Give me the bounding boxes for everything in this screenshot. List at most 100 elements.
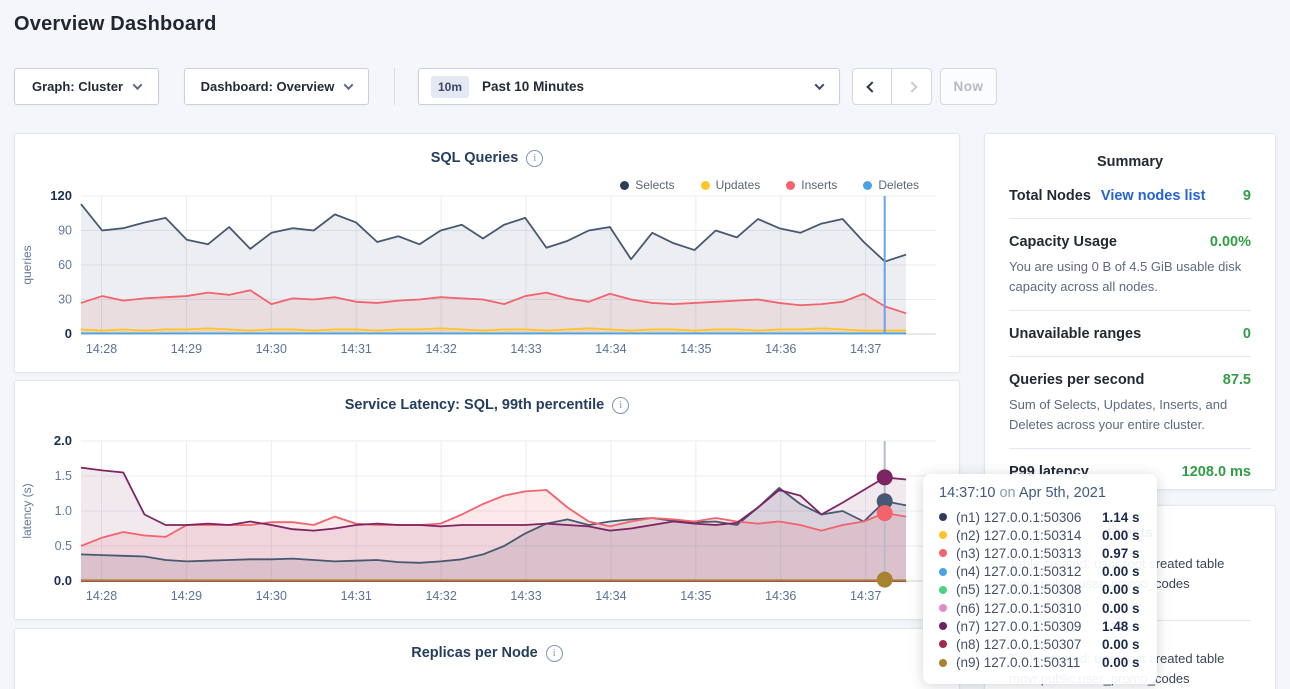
node-color-dot: [939, 658, 947, 667]
total-nodes-label: Total Nodes: [1009, 188, 1091, 204]
capacity-usage-label: Capacity Usage: [1009, 234, 1117, 250]
summary-row-unavailable-ranges: Unavailable ranges 0: [1009, 311, 1251, 357]
series-line: [80, 327, 907, 332]
summary-panel: Summary Total Nodes View nodes list 9 Ca…: [984, 133, 1276, 490]
x-tick-label: 14:28: [86, 342, 117, 356]
y-tick-label: 0: [65, 326, 72, 341]
x-tick-label: 14:31: [341, 589, 372, 603]
x-tick-label: 14:34: [595, 589, 626, 603]
tooltip-row: (n1) 127.0.0.1:50306 1.14 s: [939, 508, 1145, 526]
x-tick-label: 14:30: [256, 342, 287, 356]
qps-desc: Sum of Selects, Updates, Inserts, and De…: [1009, 397, 1228, 432]
info-icon[interactable]: i: [545, 644, 563, 662]
y-tick-label: 30: [58, 293, 72, 307]
node-latency-value: 0.00 s: [1102, 655, 1140, 671]
tooltip-row: (n4) 127.0.0.1:50312 0.00 s: [939, 563, 1145, 581]
x-tick-label: 14:29: [171, 342, 202, 356]
time-back-button[interactable]: [853, 69, 892, 104]
service-latency-card: Service Latency: SQL, 99th percentile i …: [14, 380, 960, 620]
unavailable-ranges-value: 0: [1242, 326, 1251, 342]
sql-queries-chart[interactable]: 14:28 14:29 14:30 14:31 14:32 14:33 14:34 14:35…: [15, 190, 955, 360]
tooltip-row: (n5) 127.0.0.1:50308 0.00 s: [939, 581, 1145, 599]
node-address: (n6) 127.0.0.1:50310: [956, 600, 1082, 616]
node-color-dot: [939, 567, 947, 576]
time-range-dropdown[interactable]: 10m Past 10 Minutes: [418, 68, 840, 105]
node-address: (n8) 127.0.0.1:50307: [956, 636, 1082, 652]
tooltip-row: (n9) 127.0.0.1:50311 0.00 s: [939, 654, 1145, 672]
node-latency-value: 0.97 s: [1102, 545, 1140, 561]
x-tick-label: 14:34: [595, 342, 626, 356]
node-color-dot: [939, 549, 947, 558]
x-tick-label: 14:32: [425, 342, 456, 356]
time-range-label: Past 10 Minutes: [482, 79, 585, 94]
y-axis-label: latency (s): [20, 483, 34, 538]
time-nav-group: [852, 68, 932, 105]
node-latency-value: 0.00 s: [1102, 582, 1140, 598]
chevron-down-icon: [132, 80, 143, 91]
legend-item-deletes[interactable]: Deletes: [863, 178, 919, 192]
y-tick-label: 120: [50, 190, 72, 203]
x-tick-label: 14:32: [425, 589, 456, 603]
tooltip-row: (n6) 127.0.0.1:50310 0.00 s: [939, 599, 1145, 617]
service-latency-chart[interactable]: 14:28 14:29 14:30 14:31 14:32 14:33 14:34 14:35…: [15, 431, 955, 603]
legend-label: Deletes: [878, 178, 919, 192]
x-tick-label: 14:29: [171, 589, 202, 603]
tooltip-date: Apr 5th, 2021: [1018, 485, 1106, 501]
x-tick-label: 14:33: [510, 589, 541, 603]
info-icon[interactable]: i: [526, 149, 544, 167]
series-line: [80, 289, 907, 315]
node-color-dot: [939, 604, 947, 613]
tooltip-rows: (n1) 127.0.0.1:50306 1.14 s (n2) 127.0.0.1…: [939, 508, 1145, 672]
toolbar-divider: [394, 68, 395, 105]
node-latency-value: 0.00 s: [1102, 636, 1140, 652]
legend-label: Selects: [635, 178, 675, 192]
node-latency-value: 0.00 s: [1102, 564, 1140, 580]
node-color-dot: [939, 513, 947, 522]
summary-row-qps: Queries per second 87.5 Sum of Selects, …: [1009, 357, 1251, 449]
node-color-dot: [939, 531, 947, 540]
node-color-dot: [939, 622, 947, 631]
tooltip-row: (n7) 127.0.0.1:50309 1.48 s: [939, 617, 1145, 635]
tooltip-time: 14:37:10: [939, 485, 996, 501]
time-forward-button[interactable]: [892, 69, 931, 104]
tooltip-sep: on: [999, 485, 1016, 501]
node-address: (n1) 127.0.0.1:50306: [956, 509, 1082, 525]
chevron-down-icon: [814, 80, 825, 91]
legend-dot: [700, 180, 710, 190]
sql-queries-legend: Selects Updates Inserts Deletes: [620, 178, 919, 192]
qps-label: Queries per second: [1009, 372, 1145, 388]
hover-dot: [876, 469, 893, 486]
total-nodes-value: 9: [1242, 188, 1251, 204]
hover-dot: [876, 505, 893, 522]
now-button-label: Now: [953, 79, 984, 94]
node-latency-value: 1.14 s: [1102, 509, 1140, 525]
time-range-badge: 10m: [431, 75, 470, 98]
legend-item-updates[interactable]: Updates: [700, 178, 760, 192]
x-tick-label: 14:33: [510, 342, 541, 356]
legend-label: Inserts: [801, 178, 838, 192]
replicas-title-row: Replicas per Node i: [15, 642, 959, 664]
x-tick-label: 14:28: [86, 589, 117, 603]
info-icon[interactable]: i: [612, 396, 630, 414]
x-tick-label: 14:31: [341, 342, 372, 356]
hover-tooltip: 14:37:10 on Apr 5th, 2021 (n1) 127.0.0.1…: [923, 474, 1157, 684]
view-nodes-list-link[interactable]: View nodes list: [1100, 188, 1206, 204]
x-tick-label: 14:36: [765, 342, 796, 356]
unavailable-ranges-label: Unavailable ranges: [1009, 326, 1142, 342]
y-tick-label: 0.0: [54, 573, 72, 588]
node-address: (n5) 127.0.0.1:50308: [956, 582, 1082, 598]
sql-queries-title: SQL Queries: [430, 150, 519, 166]
dashboard-dropdown[interactable]: Dashboard: Overview: [184, 68, 369, 105]
replicas-title: Replicas per Node: [411, 645, 538, 661]
legend-item-inserts[interactable]: Inserts: [786, 178, 837, 192]
legend-item-selects[interactable]: Selects: [620, 178, 675, 192]
summary-row-total-nodes: Total Nodes View nodes list 9: [1009, 173, 1251, 219]
hover-dot: [876, 493, 893, 510]
graph-dropdown-label: Graph: Cluster: [31, 79, 123, 94]
now-button[interactable]: Now: [940, 68, 997, 105]
graph-dropdown[interactable]: Graph: Cluster: [14, 68, 159, 105]
node-address: (n9) 127.0.0.1:50311: [956, 655, 1081, 671]
p99-latency-value: 1208.0 ms: [1181, 464, 1251, 480]
node-address: (n7) 127.0.0.1:50309: [956, 618, 1082, 634]
legend-dot: [620, 180, 630, 190]
